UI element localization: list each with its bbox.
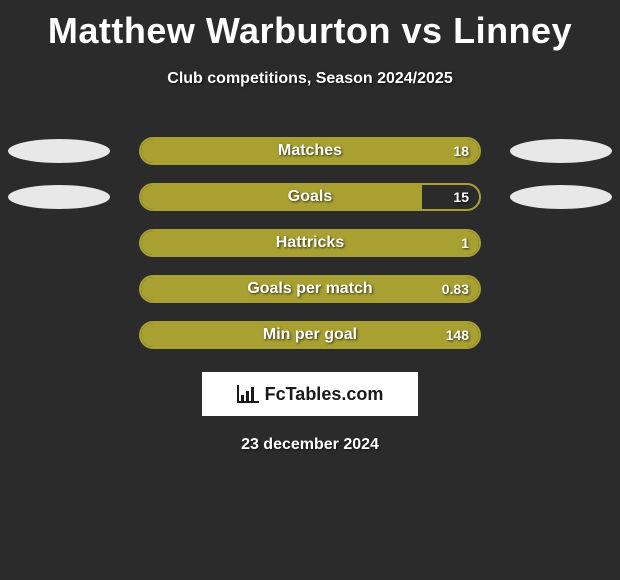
stat-bar-track: Matches 18 (139, 137, 481, 165)
player-left-marker (8, 185, 110, 209)
stat-bar-track: Hattricks 1 (139, 229, 481, 257)
stat-bar-fill (141, 323, 479, 347)
player-right-marker (510, 139, 612, 163)
stat-row: Goals per match 0.83 (0, 266, 620, 312)
branding-box: FcTables.com (202, 372, 418, 416)
player-left-marker (8, 139, 110, 163)
stat-bar-fill (141, 231, 479, 255)
stat-row: Min per goal 148 (0, 312, 620, 358)
stat-row: Matches 18 (0, 128, 620, 174)
stat-bar-track: Goals per match 0.83 (139, 275, 481, 303)
stat-row: Goals 15 (0, 174, 620, 220)
player-right-marker (510, 185, 612, 209)
bar-chart-icon (237, 385, 259, 403)
stat-bar-track: Min per goal 148 (139, 321, 481, 349)
stat-bar-fill (141, 185, 422, 209)
stat-value: 15 (453, 189, 469, 205)
page-title: Matthew Warburton vs Linney (0, 0, 620, 52)
stat-row: Hattricks 1 (0, 220, 620, 266)
stat-bar-track: Goals 15 (139, 183, 481, 211)
stat-bar-fill (141, 277, 479, 301)
stat-bar-fill (141, 139, 479, 163)
snapshot-date: 23 december 2024 (0, 436, 620, 454)
comparison-chart: Matches 18 Goals 15 Hattricks 1 Goals pe… (0, 128, 620, 358)
branding-text: FcTables.com (265, 384, 384, 405)
page-subtitle: Club competitions, Season 2024/2025 (0, 70, 620, 88)
